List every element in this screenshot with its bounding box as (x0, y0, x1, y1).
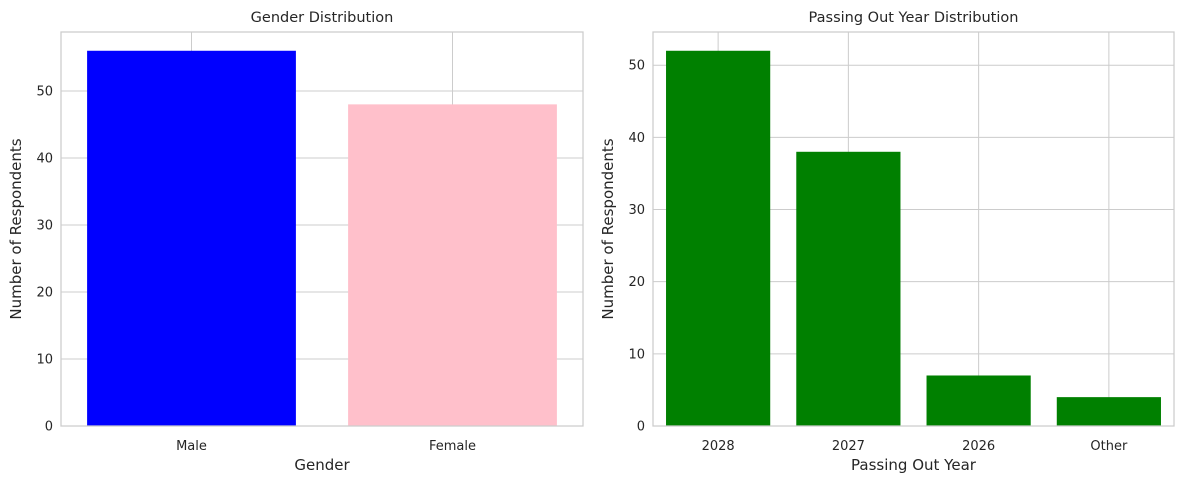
passing-year-axes-frame (652, 31, 1175, 427)
passing-year-y-tick-label: 30 (628, 203, 645, 218)
passing-year-x-tick-label: 2026 (962, 439, 995, 454)
gender-chart-title: Gender Distribution (251, 10, 394, 26)
passing-year-y-tick-label: 10 (628, 347, 645, 362)
passing-year-y-tick-label: 50 (628, 59, 645, 74)
gender-y-tick-label: 10 (36, 352, 53, 367)
passing-year-chart-title: Passing Out Year Distribution (809, 10, 1019, 26)
passing-year-x-tick-label: 2027 (832, 439, 865, 454)
passing-year-bar-2028 (666, 50, 771, 427)
passing-year-x-axis-label: Passing Out Year (851, 456, 977, 474)
gender-y-axis-label: Number of Respondents (7, 138, 25, 319)
gender-y-tick-label: 0 (45, 420, 53, 435)
gender-y-tick-label: 20 (36, 285, 53, 300)
gender-x-axis-label: Gender (294, 456, 350, 474)
passing-year-y-axis-label: Number of Respondents (599, 138, 617, 319)
passing-year-bar-2027 (796, 151, 901, 427)
passing-year-y-tick-label: 0 (637, 420, 645, 435)
gender-bar-female (348, 104, 557, 427)
passing-year-x-tick-label: Other (1090, 439, 1128, 454)
passing-year-x-tick-label: 2028 (702, 439, 735, 454)
gender-bar-male (87, 50, 296, 427)
passing-year-y-tick-label: 20 (628, 275, 645, 290)
gender-y-tick-label: 30 (36, 218, 53, 233)
gender-axes-frame (60, 31, 584, 427)
gender-y-tick-label: 50 (36, 84, 53, 99)
gender-y-tick-label: 40 (36, 151, 53, 166)
gender-x-tick-label: Female (429, 439, 476, 454)
gender-chart: 0 10 20 30 40 50 Male Female Gender Distribution… (7, 10, 584, 474)
passing-year-bar-2026 (926, 375, 1031, 426)
passing-year-y-tick-label: 40 (628, 131, 645, 146)
passing-year-chart: 0 10 20 30 40 50 2028 2027 2026 Other Passing Out … (599, 10, 1175, 474)
passing-year-bar-other (1056, 397, 1161, 426)
gender-x-tick-label: Male (176, 439, 207, 454)
